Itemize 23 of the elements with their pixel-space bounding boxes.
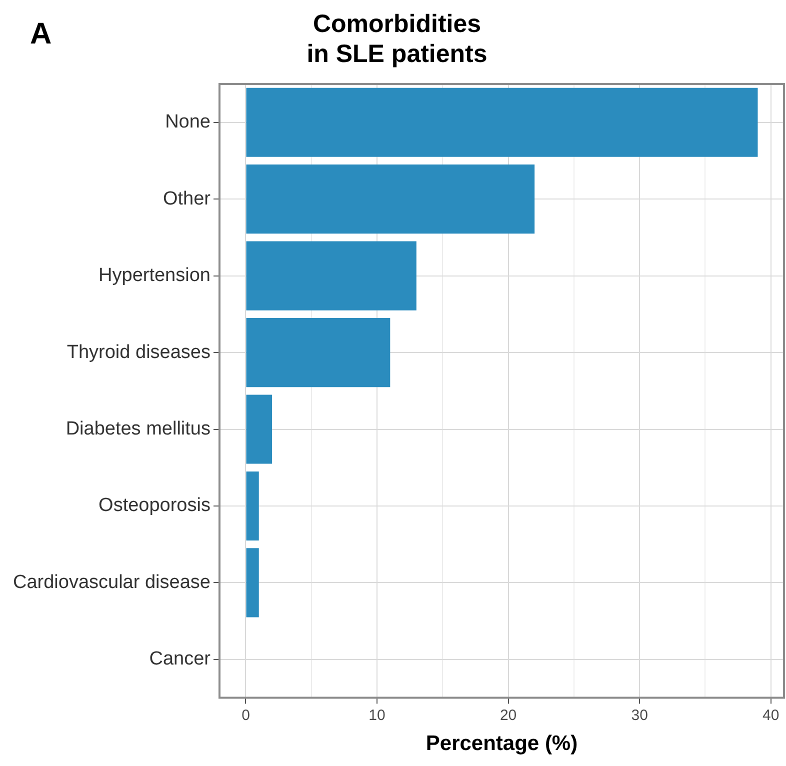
y-tick-label: None — [165, 112, 210, 133]
bar — [246, 548, 259, 618]
y-tick-label: Thyroid diseases — [66, 342, 210, 363]
bar — [246, 164, 535, 234]
x-tick-label: 20 — [500, 706, 517, 724]
x-tick-label: 10 — [368, 706, 386, 724]
y-tick-label: Cardiovascular disease — [12, 572, 210, 593]
chart-title: Comorbidities in SLE patients — [306, 10, 488, 68]
bar — [246, 88, 758, 157]
y-tick-label: Other — [162, 188, 212, 210]
bar — [246, 471, 259, 541]
bar — [246, 241, 416, 310]
bar — [246, 318, 390, 388]
y-tick-label: Cancer — [149, 648, 212, 670]
y-tick-label: Hypertension — [98, 265, 210, 286]
x-tick-label: 40 — [762, 706, 780, 724]
x-axis-title: Percentage (%) — [426, 732, 578, 756]
x-tick-label: 0 — [242, 706, 250, 724]
y-tick-label: Diabetes mellitus — [66, 418, 210, 440]
text: A — [30, 17, 52, 50]
y-tick-label: Osteoporosis — [98, 495, 210, 516]
x-tick-label: 30 — [631, 706, 648, 724]
bar — [246, 394, 272, 464]
